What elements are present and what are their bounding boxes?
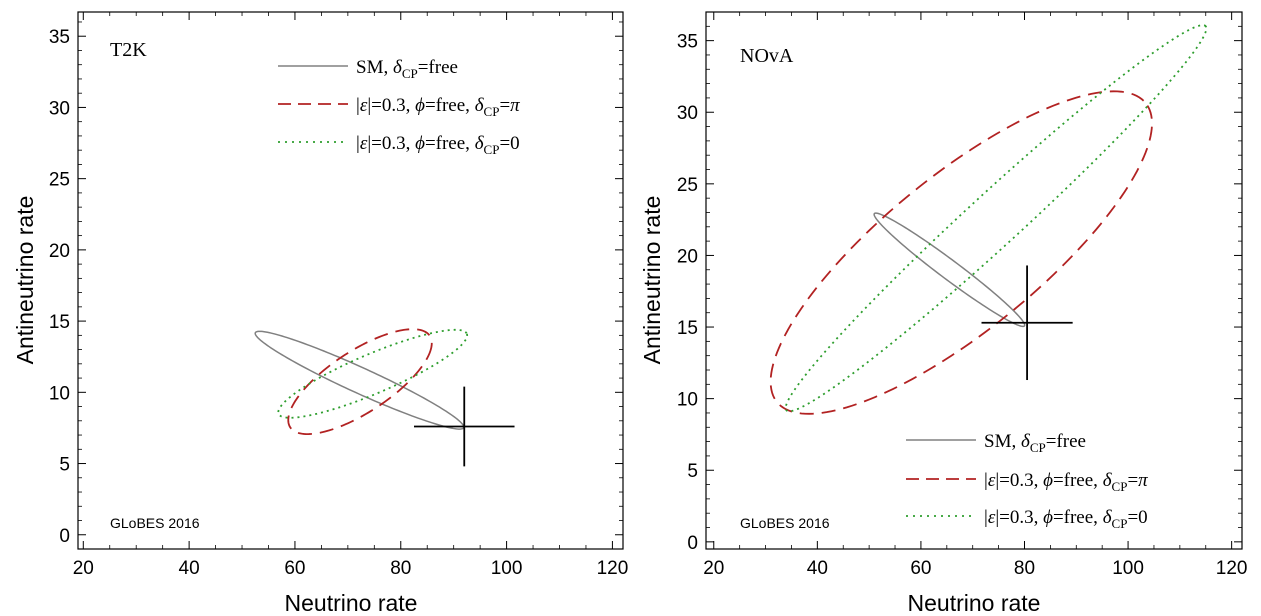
legend: SM, δCP=free |ε|=0.3, ϕ=free, δCP=π |ε|=… xyxy=(906,431,1148,531)
y-tick-label: 30 xyxy=(49,98,70,119)
legend-label-eps-pi: |ε|=0.3, ϕ=free, δCP=π xyxy=(356,95,520,119)
plot-frame xyxy=(705,11,1243,550)
series-curve-1 xyxy=(287,328,433,435)
panel-label: NOvA xyxy=(740,45,794,67)
curves xyxy=(769,24,1208,415)
y-tick-label: 5 xyxy=(59,455,70,476)
x-axis-label: Neutrino rate xyxy=(908,590,1041,616)
y-axis-label: Antineutrino rate xyxy=(12,196,38,365)
x-tick-label: 60 xyxy=(910,558,931,579)
y-tick-label: 20 xyxy=(49,241,70,262)
best-fit-cross xyxy=(981,265,1073,381)
x-tick-label: 120 xyxy=(1216,558,1248,579)
legend-label-eps-pi: |ε|=0.3, ϕ=free, δCP=π xyxy=(984,470,1148,494)
y-tick-label: 15 xyxy=(677,318,698,339)
y-tick-label: 25 xyxy=(49,170,70,191)
x-axis-label: Neutrino rate xyxy=(285,590,418,616)
series-curve-1 xyxy=(769,90,1153,415)
x-tick-label: 40 xyxy=(807,558,828,579)
y-tick-label: 10 xyxy=(49,383,70,404)
series-curve-2 xyxy=(784,24,1208,413)
y-tick-label: 20 xyxy=(677,246,698,267)
y-tick-label: 0 xyxy=(59,526,70,547)
panel-label: T2K xyxy=(110,39,147,61)
y-tick-label: 0 xyxy=(687,533,698,554)
axis-ticks: 20 40 60 80 100 120 0 5 10 15 20 25 30 35 xyxy=(677,12,1248,579)
y-tick-label: 30 xyxy=(677,103,698,124)
legend-label-sm: SM, δCP=free xyxy=(356,57,458,81)
y-tick-label: 25 xyxy=(677,175,698,196)
legend-label-eps-0: |ε|=0.3, ϕ=free, δCP=0 xyxy=(356,133,520,157)
x-tick-label: 60 xyxy=(284,558,305,579)
y-tick-label: 15 xyxy=(49,312,70,333)
x-tick-label: 100 xyxy=(491,558,523,579)
x-tick-label: 20 xyxy=(73,558,94,579)
series-curve-2 xyxy=(277,328,469,419)
y-tick-label: 10 xyxy=(677,390,698,411)
x-tick-label: 80 xyxy=(390,558,411,579)
x-tick-label: 20 xyxy=(703,558,724,579)
x-tick-label: 80 xyxy=(1014,558,1035,579)
series-curve-0 xyxy=(873,212,1026,328)
y-tick-label: 5 xyxy=(687,461,698,482)
watermark: GLoBES 2016 xyxy=(110,515,200,531)
axis-ticks: 20 40 60 80 100 120 0 5 10 15 20 25 30 35 xyxy=(49,12,628,579)
y-tick-label: 35 xyxy=(677,32,698,53)
legend: SM, δCP=free |ε|=0.3, ϕ=free, δCP=π |ε|=… xyxy=(278,57,520,157)
watermark: GLoBES 2016 xyxy=(740,515,830,531)
legend-label-eps-0: |ε|=0.3, ϕ=free, δCP=0 xyxy=(984,507,1148,531)
x-tick-label: 120 xyxy=(597,558,629,579)
legend-label-sm: SM, δCP=free xyxy=(984,431,1086,455)
y-axis-label: Antineutrino rate xyxy=(639,196,665,365)
plot-frame xyxy=(77,11,624,550)
panel-nova: 20 40 60 80 100 120 0 5 10 15 20 25 30 35 NOvA GLoBES… xyxy=(639,11,1248,616)
panel-t2k: 20 40 60 80 100 120 0 5 10 15 20 25 30 35 T2K GLoBES … xyxy=(12,11,628,616)
x-tick-label: 100 xyxy=(1112,558,1144,579)
best-fit-cross xyxy=(413,386,515,467)
y-tick-label: 35 xyxy=(49,27,70,48)
curves xyxy=(254,328,469,435)
x-tick-label: 40 xyxy=(179,558,200,579)
